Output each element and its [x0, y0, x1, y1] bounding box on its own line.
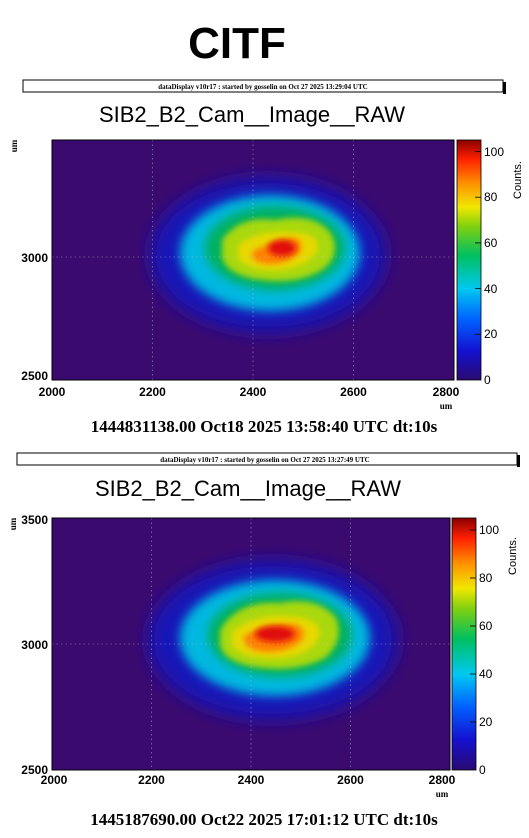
panel-1: dataDisplay v10r17 : started by gosselin… — [9, 79, 524, 436]
x-tick-1-0: 2000 — [39, 385, 66, 399]
x-label-2: um — [436, 789, 449, 799]
y-tick-2-1: 3000 — [21, 638, 48, 652]
x-tick-2-4: 2800 — [429, 773, 456, 787]
y-label-2: um — [8, 517, 18, 530]
cbar-label-1-40: 40 — [484, 282, 498, 296]
blob-peak-1 — [268, 240, 296, 256]
x-axis-1: 2000 2200 2400 2600 2800 um — [39, 385, 460, 411]
colorbar-gradient-2 — [451, 517, 477, 771]
banner-shadow-1 — [503, 82, 506, 94]
cbar-label-2-100: 100 — [479, 523, 499, 537]
y-label-1: um — [9, 139, 19, 152]
page-heading: CITF — [188, 19, 286, 68]
cbar-label-1-100: 100 — [484, 145, 504, 159]
y-tick-2-0: 2500 — [21, 763, 48, 777]
cbar-label-1-0: 0 — [484, 373, 491, 387]
blob-peak-2 — [255, 626, 295, 642]
plot-frame-1 — [51, 139, 455, 381]
x-label-1: um — [440, 401, 453, 411]
banner-text-2: dataDisplay v10r17 : started by gosselin… — [160, 456, 369, 464]
y-tick-1-0: 2500 — [21, 369, 48, 383]
banner-text-1: dataDisplay v10r17 : started by gosselin… — [158, 83, 367, 91]
y-tick-2-2: 3500 — [21, 513, 48, 527]
cbar-label-2-80: 80 — [479, 571, 493, 585]
x-tick-2-2: 2400 — [238, 773, 265, 787]
y-tick-1-1: 3000 — [21, 251, 48, 265]
plot-area-1 — [51, 139, 455, 381]
banner-shadow-2 — [517, 455, 520, 467]
panel-caption-2: 1445187690.00 Oct22 2025 17:01:12 UTC dt… — [90, 810, 438, 829]
cbar-label-1-60: 60 — [484, 236, 498, 250]
colorbar-1: 100 80 60 40 20 0 Counts. — [456, 139, 524, 387]
cbar-label-1-20: 20 — [484, 327, 498, 341]
plot-frame-2 — [51, 517, 451, 771]
x-tick-2-3: 2600 — [337, 773, 364, 787]
x-tick-1-1: 2200 — [139, 385, 166, 399]
cbar-title-1: Counts. — [512, 161, 524, 199]
x-tick-2-1: 2200 — [138, 773, 165, 787]
heatmap-blob-1 — [150, 177, 386, 333]
panel-2: dataDisplay v10r17 : started by gosselin… — [8, 452, 520, 829]
panel-caption-1: 1444831138.00 Oct18 2025 13:58:40 UTC dt… — [91, 417, 438, 436]
plot-area-2 — [51, 517, 451, 771]
heatmap-blob-2 — [148, 560, 398, 720]
cbar-label-2-0: 0 — [479, 763, 486, 777]
cbar-label-2-20: 20 — [479, 715, 493, 729]
panel-title-1: SIB2_B2_Cam__Image__RAW — [99, 102, 405, 127]
x-tick-2-0: 2000 — [41, 773, 68, 787]
colorbar-2: 100 80 60 40 20 0 Counts. — [451, 517, 519, 777]
x-axis-2: 2000 2200 2400 2600 2800 um — [41, 773, 456, 799]
y-axis-2: 2500 3000 3500 um — [8, 513, 48, 777]
cbar-title-2: Counts. — [507, 537, 519, 575]
cbar-label-1-80: 80 — [484, 190, 498, 204]
cbar-label-2-60: 60 — [479, 619, 493, 633]
colorbar-gradient-1 — [456, 139, 482, 381]
x-tick-1-3: 2600 — [340, 385, 367, 399]
x-tick-1-2: 2400 — [240, 385, 267, 399]
panel-title-2: SIB2_B2_Cam__Image__RAW — [95, 476, 401, 501]
cbar-label-2-40: 40 — [479, 667, 493, 681]
x-tick-1-4: 2800 — [433, 385, 460, 399]
y-axis-1: 2500 3000 um — [9, 139, 48, 383]
grid-lines-2 — [52, 518, 450, 770]
